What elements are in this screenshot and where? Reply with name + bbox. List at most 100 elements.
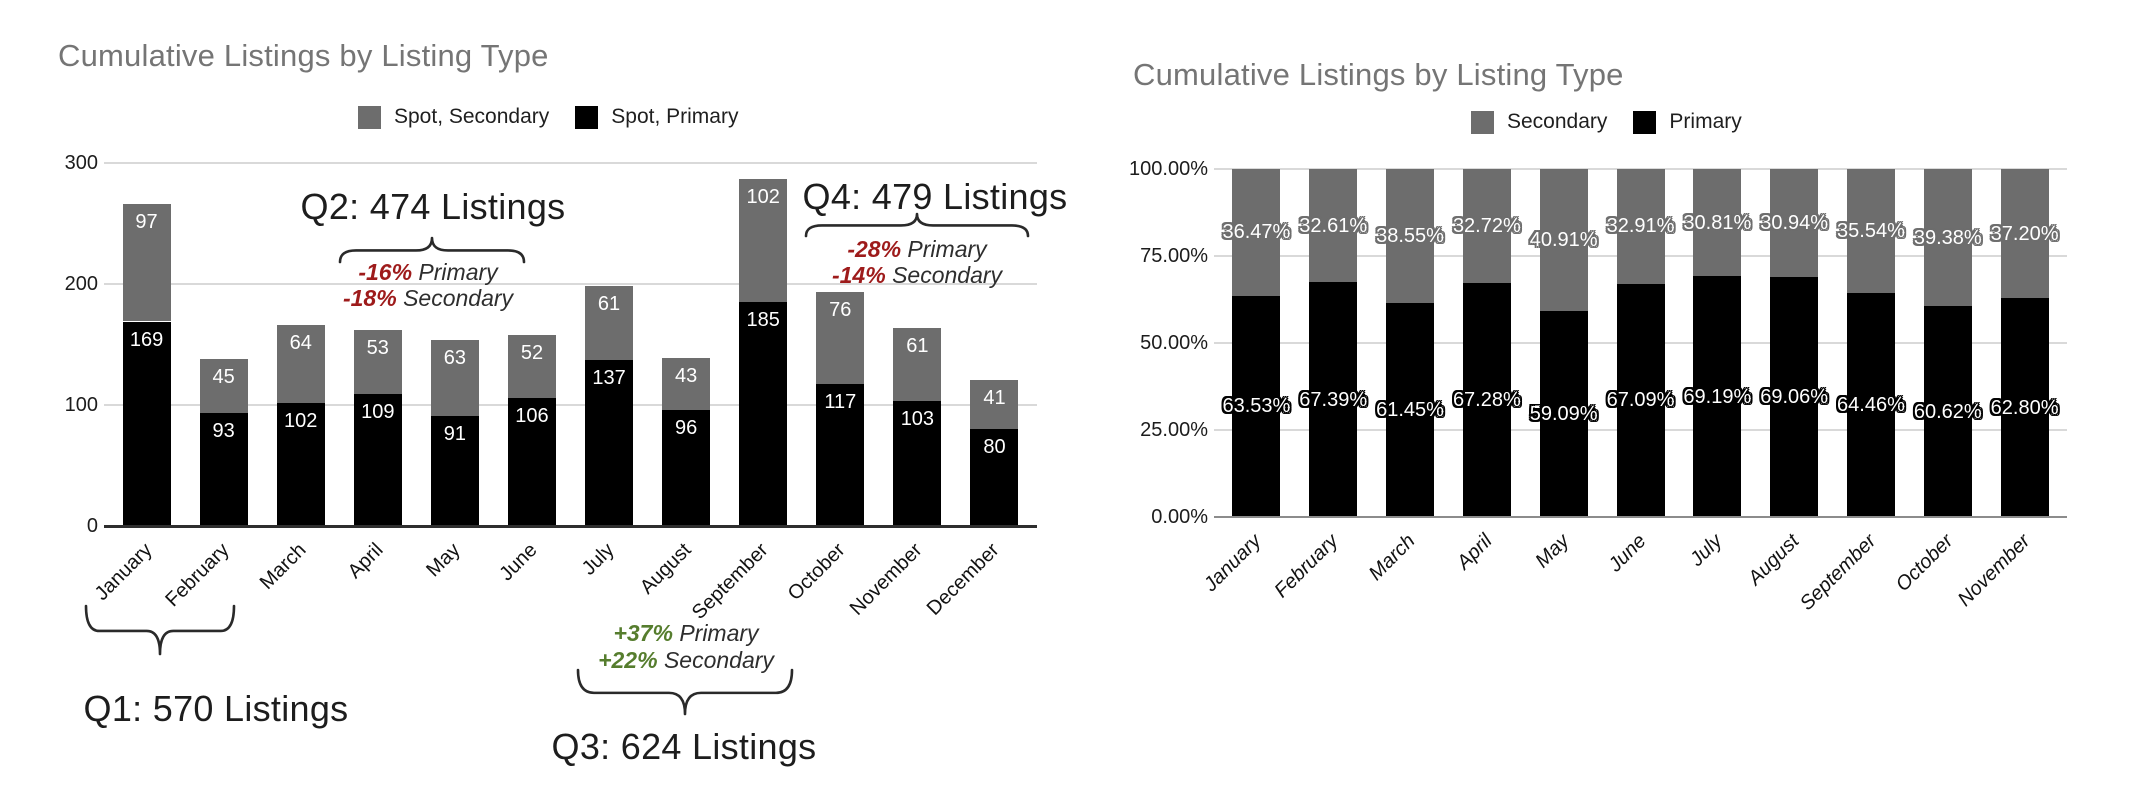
- bar-segment: [1846, 292, 1895, 517]
- bar-value-label: 67.39%: [1299, 388, 1368, 411]
- q2-brace: [338, 236, 526, 264]
- legend-swatch: [1471, 110, 1494, 134]
- left-chart-legend: Spot, Secondary Spot, Primary: [358, 105, 738, 129]
- bar-value-label: 169: [129, 328, 164, 351]
- bar-segment: [816, 384, 865, 526]
- q4-primary-pct: -28%: [847, 236, 902, 262]
- bar-segment: [276, 325, 325, 403]
- bar-segment: [276, 402, 325, 526]
- bar-segment: [816, 292, 865, 385]
- y-axis-label: 100.00%: [1129, 158, 1208, 180]
- bar-value-label: 63.53%: [1222, 395, 1291, 418]
- q2-secondary-pct: -18%: [342, 285, 397, 311]
- y-axis-label: 75.00%: [1140, 245, 1208, 267]
- y-axis-label: 50.00%: [1140, 332, 1208, 354]
- q2-primary-name: Primary: [418, 259, 498, 285]
- legend-item-label: Spot, Primary: [611, 105, 739, 128]
- q3-primary-pct: +37%: [613, 620, 673, 646]
- bar-value-label: 40.91%: [1529, 229, 1598, 252]
- x-axis-label: August: [1744, 530, 1804, 590]
- bar-segment: [353, 329, 402, 395]
- bar-segment: [199, 359, 248, 414]
- bar-value-label: 30.81%: [1683, 211, 1752, 234]
- bar-value-label: 63: [443, 346, 466, 369]
- y-axis-label: 25.00%: [1140, 419, 1208, 441]
- q3-change-primary: +37% Primary: [536, 620, 836, 646]
- bar-segment: [970, 379, 1019, 430]
- bar-value-label: 53: [366, 336, 389, 359]
- bar-value-label: 37.20%: [1990, 222, 2059, 245]
- left-chart-title: Cumulative Listings by Listing Type: [58, 38, 549, 73]
- bar-value-label: 61: [597, 293, 621, 316]
- bar-segment: [1386, 169, 1435, 304]
- q2-primary-pct: -16%: [358, 259, 413, 285]
- bar-segment: [739, 178, 788, 303]
- bar-segment: [1846, 169, 1895, 293]
- bar-segment: [353, 394, 402, 526]
- q3-secondary-pct: +22%: [598, 647, 658, 673]
- bar-segment: [893, 327, 942, 402]
- bar-segment: [430, 415, 479, 526]
- bar-segment: [122, 321, 171, 526]
- bar-value-label: 76: [829, 299, 852, 322]
- legend-swatch: [1633, 110, 1657, 134]
- q4-change-primary: -28% Primary: [767, 236, 1067, 262]
- bar-value-label: 117: [824, 391, 857, 414]
- bar-segment: [662, 409, 711, 526]
- bar-value-label: 109: [361, 401, 395, 424]
- bar-segment: [1923, 306, 1972, 517]
- bar-value-label: 67.09%: [1606, 389, 1675, 412]
- bar-segment: [1923, 169, 1972, 307]
- x-axis-line: [1214, 516, 2067, 518]
- q2-secondary-name: Secondary: [403, 285, 514, 311]
- q3-brace: [576, 668, 794, 716]
- bar-value-label: 61.45%: [1376, 399, 1444, 422]
- y-axis-label: 200: [64, 273, 98, 295]
- q1-brace: [84, 604, 236, 656]
- bar-value-label: 38.55%: [1376, 225, 1444, 248]
- bar-segment: [585, 286, 634, 361]
- bar-segment: [1309, 282, 1358, 517]
- x-axis-label: May: [1530, 530, 1574, 573]
- bar-value-label: 103: [900, 408, 935, 431]
- bar-value-label: 32.72%: [1452, 214, 1521, 237]
- legend-swatch: [358, 105, 381, 129]
- bar-value-label: 102: [746, 185, 780, 208]
- bar-value-label: 69.06%: [1760, 385, 1829, 408]
- q3-secondary-name: Secondary: [663, 647, 774, 673]
- gridline: [104, 283, 1037, 285]
- bar-segment: [1232, 169, 1281, 296]
- bar-value-label: 32.91%: [1606, 215, 1675, 238]
- q4-brace: [804, 212, 1030, 238]
- bar-segment: [1616, 283, 1665, 517]
- bar-value-label: 61: [906, 334, 929, 357]
- bar-segment: [507, 397, 556, 526]
- bar-value-label: 69.19%: [1683, 385, 1752, 408]
- x-axis-label: July: [1686, 530, 1727, 571]
- y-axis-label: 0.00%: [1151, 506, 1208, 528]
- bar-segment: [1539, 311, 1588, 517]
- legend-item: Spot, Primary: [575, 105, 738, 129]
- y-axis-label: 0: [86, 515, 98, 537]
- q3-change-secondary: +22% Secondary: [536, 647, 836, 673]
- bar-segment: [2000, 169, 2049, 299]
- bar-segment: [1770, 169, 1819, 277]
- q2-change-secondary: -18% Secondary: [278, 285, 578, 311]
- q4-primary-name: Primary: [907, 236, 987, 262]
- bar-value-label: 36.47%: [1222, 221, 1291, 244]
- bar-value-label: 45: [212, 366, 235, 389]
- bar-value-label: 32.61%: [1299, 214, 1368, 237]
- legend-swatch: [575, 105, 599, 129]
- q2-total-annotation: Q2: 474 Listings: [300, 186, 566, 227]
- q4-secondary-pct: -14%: [831, 262, 886, 288]
- bar-segment: [1770, 276, 1819, 517]
- y-axis-label: 100: [64, 394, 98, 416]
- q3-primary-name: Primary: [679, 620, 759, 646]
- gridline: [104, 162, 1037, 164]
- x-axis-label: November: [1953, 530, 2035, 611]
- right-chart-legend: Secondary Primary: [1471, 110, 1742, 134]
- bar-segment: [893, 401, 942, 526]
